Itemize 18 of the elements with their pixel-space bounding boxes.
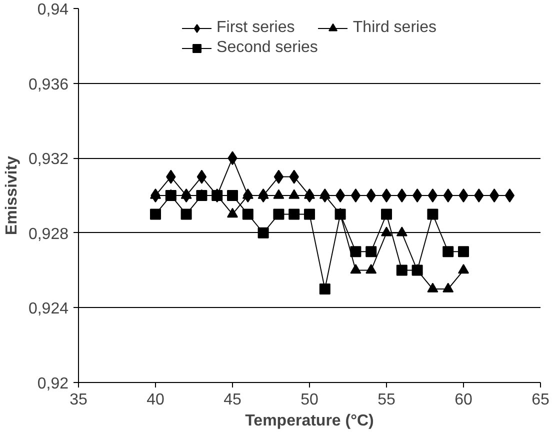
x-axis-title: Temperature (°C): [245, 412, 374, 430]
x-tick-label: 55: [378, 392, 396, 408]
y-tick-label: 0,924: [28, 300, 69, 318]
y-tick-label: 0,932: [28, 151, 69, 168]
y-tick-label: 0,936: [28, 76, 69, 94]
x-tick-label: 40: [146, 392, 164, 408]
x-tick-label: 60: [454, 392, 472, 408]
legend-label: Third series: [352, 19, 436, 37]
x-tick-label: 45: [224, 392, 242, 408]
x-tick-label: 65: [532, 392, 550, 408]
y-axis-title: Emissivity: [3, 156, 20, 236]
x-tick-label: 50: [300, 392, 318, 408]
y-tick-label: 0,94: [37, 2, 69, 18]
y-tick-label: 0,928: [28, 226, 69, 243]
legend-label: Second series: [216, 39, 318, 57]
x-tick-label: 35: [70, 392, 88, 408]
legend-label: First series: [216, 19, 295, 37]
y-tick-label: 0,92: [37, 376, 69, 392]
